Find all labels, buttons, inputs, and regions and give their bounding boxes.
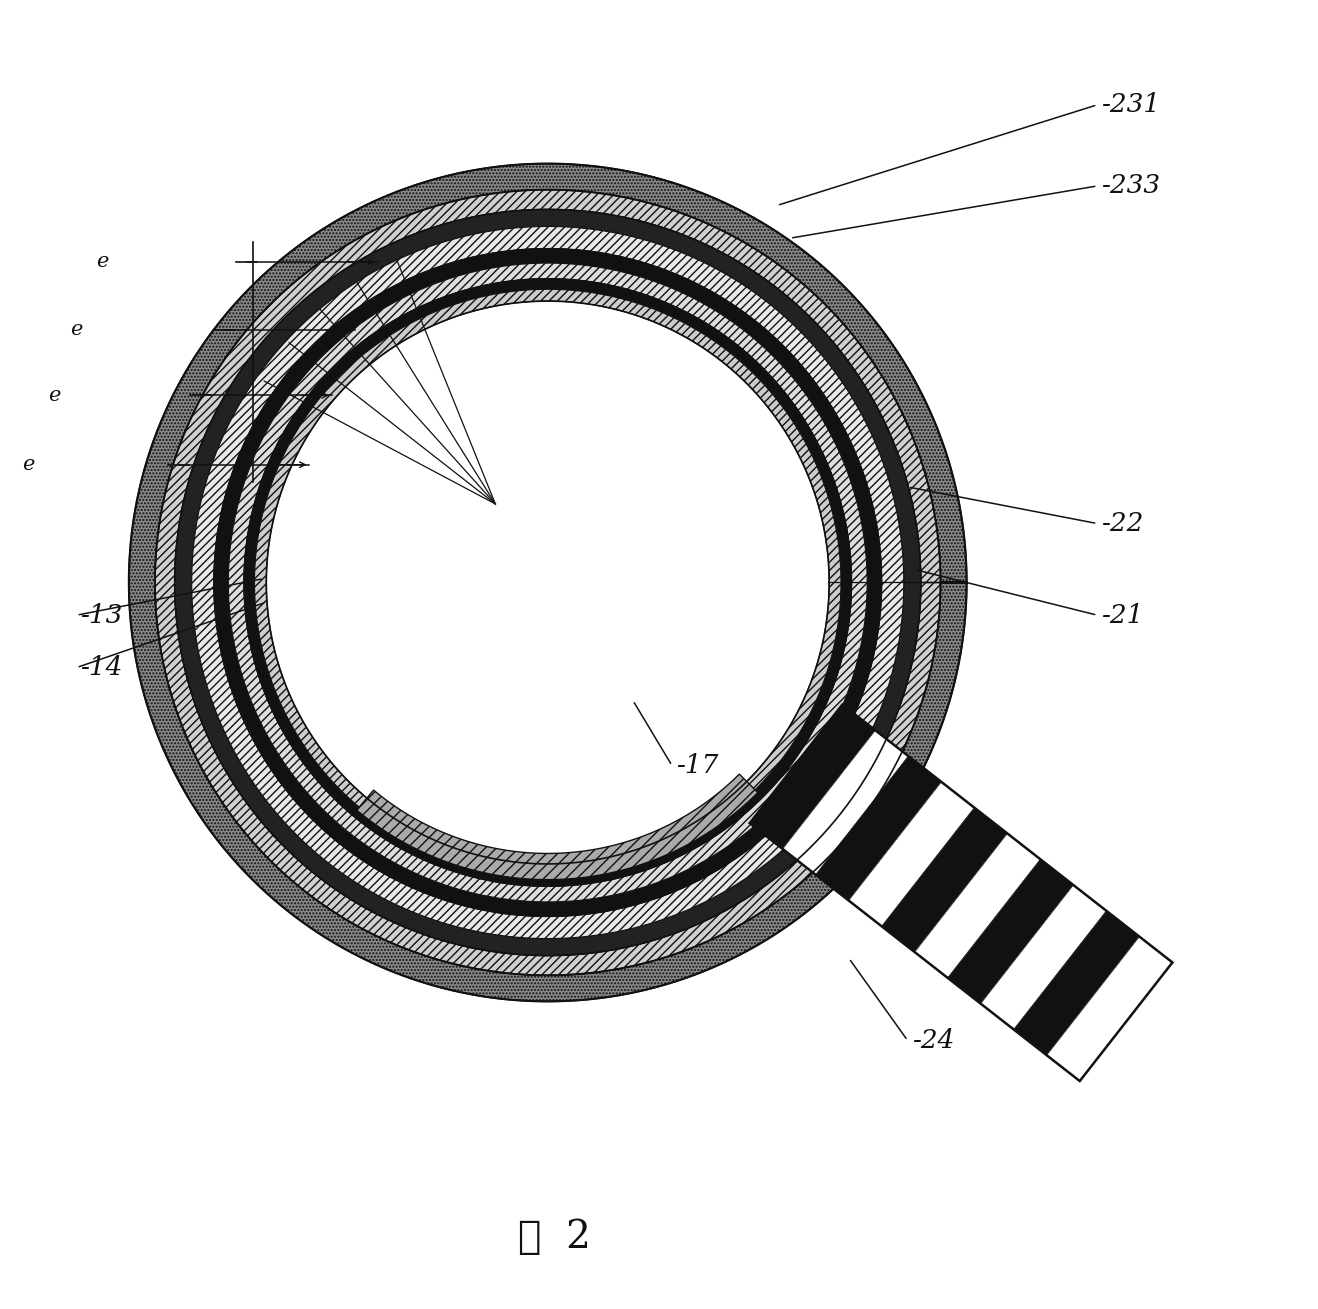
Polygon shape <box>1046 937 1173 1081</box>
Polygon shape <box>357 774 758 880</box>
Polygon shape <box>228 263 867 902</box>
Text: 图  2: 图 2 <box>518 1219 590 1255</box>
Polygon shape <box>214 249 882 916</box>
Text: -231: -231 <box>1102 92 1161 118</box>
Text: e: e <box>70 321 83 339</box>
Text: e: e <box>96 253 109 271</box>
Text: -17: -17 <box>676 753 718 779</box>
Polygon shape <box>266 301 829 864</box>
Polygon shape <box>1014 911 1140 1055</box>
Polygon shape <box>849 781 974 927</box>
Polygon shape <box>750 704 875 850</box>
Text: -24: -24 <box>912 1028 954 1054</box>
Polygon shape <box>156 190 941 975</box>
Polygon shape <box>244 279 851 886</box>
Polygon shape <box>882 808 1007 952</box>
Polygon shape <box>816 757 941 901</box>
Text: -22: -22 <box>1102 511 1144 537</box>
Polygon shape <box>783 730 908 874</box>
Polygon shape <box>175 209 921 956</box>
Polygon shape <box>191 226 904 939</box>
Polygon shape <box>981 885 1106 1029</box>
Polygon shape <box>948 859 1073 1004</box>
Text: -14: -14 <box>80 654 123 681</box>
Polygon shape <box>254 289 841 876</box>
Text: -13: -13 <box>80 602 123 628</box>
Text: -21: -21 <box>1102 602 1144 628</box>
Text: e: e <box>22 456 34 474</box>
Polygon shape <box>915 834 1040 978</box>
Text: e: e <box>47 386 61 404</box>
Text: -233: -233 <box>1102 173 1161 199</box>
Polygon shape <box>129 164 966 1001</box>
